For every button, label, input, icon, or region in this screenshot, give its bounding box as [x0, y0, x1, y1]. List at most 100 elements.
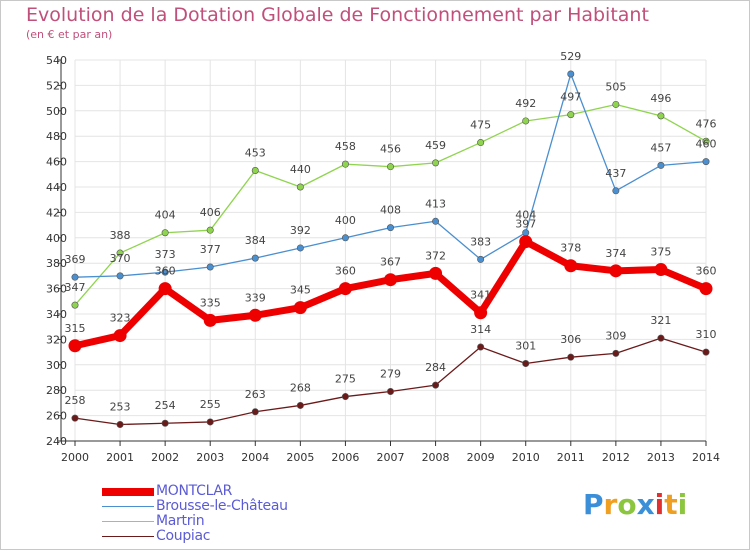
point-coupiac: [702, 348, 710, 356]
data-label-martrin: 458: [335, 140, 356, 153]
x-tick-label: 2014: [692, 451, 720, 464]
data-label-coupiac: 254: [155, 399, 176, 412]
data-label-montclar: 367: [380, 256, 401, 269]
data-label-martrin: 475: [470, 119, 491, 132]
legend-swatch-coupiac: [102, 536, 154, 537]
x-tick-label: 2012: [602, 451, 630, 464]
x-tick-label: 2005: [286, 451, 314, 464]
point-coupiac: [657, 334, 665, 342]
point-coupiac: [251, 408, 259, 416]
data-label-brousse-le-ch-teau: 369: [65, 253, 86, 266]
data-label-montclar: 360: [155, 265, 176, 278]
y-tick-label: 400: [46, 232, 67, 245]
point-montclar: [474, 306, 488, 320]
point-brousse-le-ch-teau: [432, 217, 440, 225]
point-montclar: [68, 339, 82, 353]
x-tick-label: 2011: [557, 451, 585, 464]
data-label-coupiac: 310: [696, 328, 717, 341]
point-brousse-le-ch-teau: [341, 234, 349, 242]
data-label-martrin: 505: [605, 80, 626, 93]
data-label-brousse-le-ch-teau: 373: [155, 248, 176, 261]
x-tick-label: 2013: [647, 451, 675, 464]
logo-letter: r: [603, 488, 618, 521]
logo-letter: i: [654, 488, 665, 521]
legend-label-coupiac: Coupiac: [156, 528, 211, 544]
data-labels: 258 253 254 255 263 268 275 279 284 314 301 306 309 3…: [65, 50, 717, 414]
point-coupiac: [296, 401, 304, 409]
point-martrin: [657, 112, 665, 120]
point-montclar: [699, 282, 713, 296]
point-martrin: [71, 301, 79, 309]
data-label-coupiac: 321: [650, 314, 671, 327]
data-label-coupiac: 255: [200, 398, 221, 411]
legend-swatch-montclar: [102, 488, 154, 496]
point-montclar: [564, 259, 578, 273]
logo-letter: i: [677, 488, 688, 521]
point-brousse-le-ch-teau: [477, 255, 485, 263]
data-label-brousse-le-ch-teau: 370: [110, 252, 131, 265]
data-label-coupiac: 268: [290, 381, 311, 394]
point-martrin: [161, 229, 169, 237]
proxiti-logo: Proxiti: [583, 488, 687, 521]
point-montclar: [293, 301, 307, 315]
data-label-brousse-le-ch-teau: 384: [245, 234, 266, 247]
point-martrin: [296, 183, 304, 191]
point-martrin: [567, 111, 575, 119]
x-tick-label: 2002: [151, 451, 179, 464]
series-lines: [68, 70, 713, 428]
x-tick-label: 2001: [106, 451, 134, 464]
x-tick-label: 2003: [196, 451, 224, 464]
x-tick-label: 2004: [241, 451, 269, 464]
point-coupiac: [161, 419, 169, 427]
logo-letter: x: [636, 488, 655, 521]
data-label-martrin: 347: [65, 281, 86, 294]
y-tick-label: 440: [46, 181, 67, 194]
data-label-coupiac: 279: [380, 367, 401, 380]
point-montclar: [519, 235, 533, 249]
data-label-coupiac: 306: [560, 333, 581, 346]
data-label-martrin: 453: [245, 146, 266, 159]
point-martrin: [386, 163, 394, 171]
point-brousse-le-ch-teau: [612, 187, 620, 195]
data-label-martrin: 459: [425, 139, 446, 152]
data-label-montclar: 378: [560, 242, 581, 255]
data-label-martrin: 440: [290, 163, 311, 176]
y-tick-label: 260: [46, 410, 67, 423]
x-tick-label: 2008: [422, 451, 450, 464]
point-montclar: [338, 282, 352, 296]
data-label-coupiac: 258: [65, 394, 86, 407]
point-coupiac: [71, 414, 79, 422]
legend-label-brousse: Brousse-le-Château: [156, 498, 288, 514]
point-martrin: [702, 137, 710, 145]
data-label-martrin: 388: [110, 229, 131, 242]
point-montclar: [113, 329, 127, 343]
point-brousse-le-ch-teau: [71, 273, 79, 281]
point-brousse-le-ch-teau: [702, 158, 710, 166]
point-martrin: [612, 100, 620, 108]
point-martrin: [522, 117, 530, 125]
point-coupiac: [522, 360, 530, 368]
data-label-coupiac: 253: [110, 400, 131, 413]
data-label-montclar: 360: [335, 265, 356, 278]
data-label-brousse-le-ch-teau: 413: [425, 197, 446, 210]
data-label-montclar: 323: [110, 312, 131, 325]
data-label-montclar: 360: [696, 265, 717, 278]
data-label-brousse-le-ch-teau: 437: [605, 167, 626, 180]
point-brousse-le-ch-teau: [251, 254, 259, 262]
data-label-montclar: 374: [605, 247, 626, 260]
data-label-montclar: 315: [65, 322, 86, 335]
point-coupiac: [567, 353, 575, 361]
y-tick-label: 300: [46, 359, 67, 372]
data-label-martrin: 406: [200, 206, 221, 219]
data-label-brousse-le-ch-teau: 404: [515, 209, 536, 222]
point-coupiac: [386, 387, 394, 395]
logo-letter: P: [583, 488, 604, 521]
point-montclar: [248, 308, 262, 322]
y-tick-label: 420: [46, 206, 67, 219]
legend-swatch-brousse: [102, 506, 154, 507]
y-tick-label: 500: [46, 105, 67, 118]
data-label-brousse-le-ch-teau: 408: [380, 204, 401, 217]
grid: [74, 59, 707, 442]
logo-letter: t: [664, 488, 678, 521]
